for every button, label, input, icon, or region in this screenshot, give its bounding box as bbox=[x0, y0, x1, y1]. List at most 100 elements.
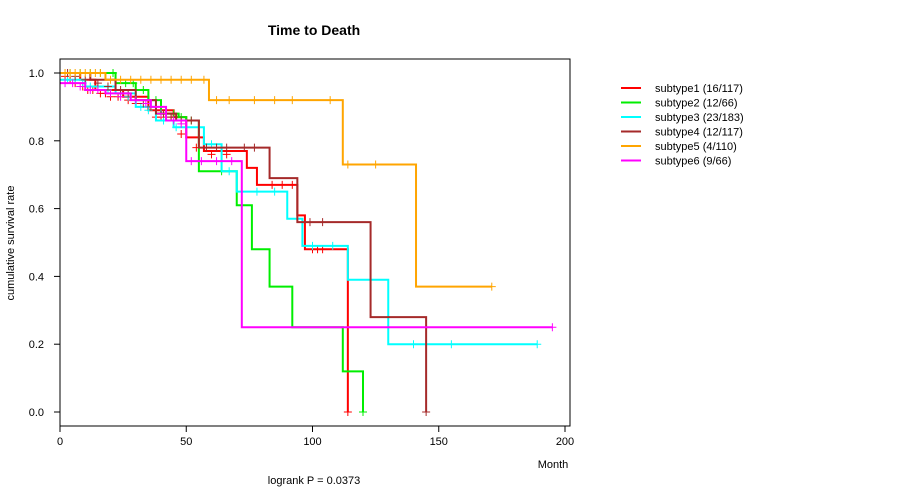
censor-mark bbox=[212, 143, 221, 152]
censor-mark bbox=[212, 96, 221, 105]
censor-mark bbox=[250, 96, 259, 105]
axes: 0 50 100 150 200 0.0 0.2 0.4 0.6 0.8 1.0 bbox=[29, 58, 574, 448]
censor-mark bbox=[103, 82, 112, 91]
censor-mark bbox=[157, 109, 165, 118]
y-tick-label: 0.8 bbox=[29, 136, 44, 148]
legend-item: subtype3 (23/183) bbox=[621, 112, 744, 124]
censor-mark bbox=[86, 85, 95, 94]
series-5 bbox=[60, 69, 496, 291]
censor-mark bbox=[106, 75, 115, 84]
x-tick-label: 150 bbox=[430, 436, 448, 448]
censor-mark bbox=[177, 130, 186, 139]
censor-mark bbox=[305, 218, 314, 227]
censor-mark bbox=[250, 143, 259, 152]
censor-mark bbox=[227, 157, 236, 166]
censor-mark bbox=[136, 75, 145, 84]
censor-mark bbox=[187, 75, 196, 84]
legend-label: subtype4 (12/117) bbox=[655, 127, 743, 139]
legend-label: subtype5 (4/110) bbox=[655, 141, 737, 153]
x-tick-label: 100 bbox=[303, 436, 321, 448]
censor-mark bbox=[308, 241, 317, 250]
survival-curve bbox=[60, 78, 538, 346]
y-tick-label: 0.2 bbox=[29, 339, 44, 351]
censor-mark bbox=[318, 218, 327, 227]
series-4 bbox=[60, 69, 431, 416]
censor-mark bbox=[187, 116, 196, 125]
legend-label: subtype2 (12/66) bbox=[655, 98, 738, 110]
censor-mark bbox=[268, 180, 277, 189]
censor-mark bbox=[422, 408, 431, 416]
censor-mark bbox=[288, 180, 297, 189]
censor-mark bbox=[61, 79, 70, 88]
censor-mark bbox=[131, 96, 140, 105]
y-tick-label: 0.6 bbox=[29, 204, 44, 216]
censor-mark bbox=[222, 150, 231, 159]
series-1 bbox=[60, 72, 352, 416]
censor-mark bbox=[141, 99, 150, 108]
legend-label: subtype3 (23/183) bbox=[655, 112, 744, 124]
censor-mark bbox=[93, 79, 102, 88]
censor-mark bbox=[270, 96, 279, 105]
censor-mark bbox=[343, 408, 352, 416]
series-6 bbox=[60, 79, 557, 332]
censor-mark bbox=[371, 160, 380, 169]
censor-mark bbox=[288, 96, 297, 105]
censor-mark bbox=[172, 123, 181, 132]
censor-mark bbox=[106, 89, 115, 98]
censor-mark bbox=[167, 75, 176, 84]
censor-mark bbox=[169, 116, 178, 125]
censor-mark bbox=[207, 150, 216, 159]
censor-mark bbox=[177, 119, 186, 128]
legend-item: subtype1 (16/117) bbox=[621, 83, 743, 95]
survival-curve bbox=[60, 72, 492, 288]
censor-mark bbox=[240, 143, 249, 152]
censor-mark bbox=[68, 79, 77, 88]
legend-item: subtype6 (9/66) bbox=[621, 156, 731, 168]
legend-label: subtype1 (16/117) bbox=[655, 83, 743, 95]
censor-mark bbox=[225, 167, 234, 176]
censor-mark bbox=[146, 75, 155, 84]
survival-curve bbox=[60, 72, 428, 412]
censor-mark bbox=[187, 157, 196, 166]
censor-mark bbox=[126, 75, 135, 84]
censor-mark bbox=[270, 187, 279, 196]
survival-curve bbox=[60, 72, 364, 412]
y-tick-label: 1.0 bbox=[29, 68, 44, 80]
x-tick-label: 200 bbox=[556, 436, 574, 448]
censor-mark bbox=[359, 408, 367, 416]
censor-mark bbox=[487, 282, 496, 291]
censor-mark bbox=[409, 340, 418, 349]
survival-curve bbox=[60, 82, 553, 329]
x-axis-label: Month bbox=[538, 459, 569, 471]
y-axis-label: cumulative survival rate bbox=[5, 186, 17, 301]
legend-item: subtype4 (12/117) bbox=[621, 127, 743, 139]
censor-mark bbox=[139, 85, 148, 94]
censor-mark bbox=[96, 69, 105, 77]
censor-mark bbox=[116, 92, 125, 101]
x-tick-label: 0 bbox=[57, 436, 63, 448]
plot-frame bbox=[59, 58, 571, 427]
series-2 bbox=[60, 69, 367, 416]
censor-mark bbox=[116, 75, 125, 84]
censor-mark bbox=[548, 323, 557, 332]
censor-mark bbox=[199, 75, 208, 84]
censor-mark bbox=[222, 143, 231, 152]
plot-area bbox=[60, 69, 557, 416]
censor-mark bbox=[109, 69, 118, 77]
series-3 bbox=[60, 75, 542, 349]
censor-mark bbox=[252, 187, 261, 196]
censor-mark bbox=[328, 241, 337, 250]
y-tick-label: 0.0 bbox=[29, 407, 44, 419]
y-tick-label: 0.4 bbox=[29, 271, 44, 283]
censor-mark bbox=[157, 75, 165, 84]
survival-curve bbox=[60, 72, 349, 412]
legend: subtype1 (16/117) subtype2 (12/66) subtype… bbox=[621, 83, 744, 168]
censor-mark bbox=[76, 82, 85, 91]
censor-mark bbox=[177, 75, 186, 84]
censor-mark bbox=[447, 340, 456, 349]
x-tick-label: 50 bbox=[180, 436, 192, 448]
legend-label: subtype6 (9/66) bbox=[655, 156, 731, 168]
censor-mark bbox=[326, 96, 335, 105]
censor-mark bbox=[93, 85, 102, 94]
